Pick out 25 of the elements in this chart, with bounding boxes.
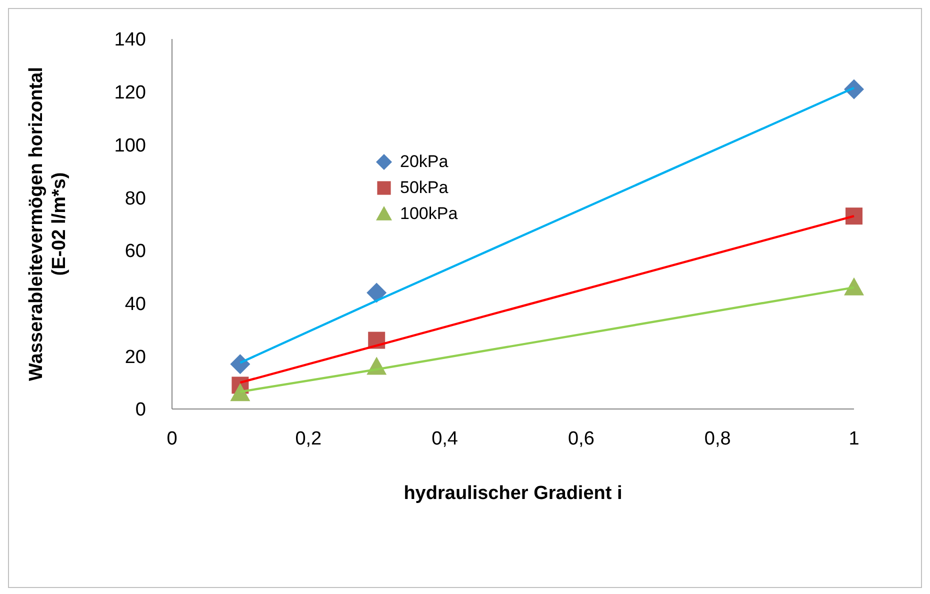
x-tick-label: 0,6: [568, 428, 594, 450]
y-axis-title: Wasserableitevermögen horizontal (E-02 l/m*s): [26, 67, 70, 381]
y-tick-label: 40: [124, 294, 146, 316]
x-tick-label: 0,2: [295, 428, 322, 450]
y-tick-label: 0: [135, 400, 146, 421]
legend-label: 100kPa: [400, 204, 458, 224]
x-tick-label: 0,8: [704, 428, 731, 450]
y-tick-label: 100: [114, 135, 146, 156]
y-tick-label: 140: [114, 30, 146, 51]
point: [844, 277, 864, 296]
y-tick-label: 80: [124, 188, 146, 210]
point: [844, 79, 864, 100]
x-tick-label: 0,4: [432, 428, 458, 450]
point: [366, 282, 387, 303]
point: [230, 354, 250, 374]
legend-label: 50kPa: [400, 178, 448, 198]
y-tick-label: 60: [124, 241, 146, 262]
y-tick-label: 20: [124, 346, 146, 368]
legend-label: 20kPa: [400, 152, 448, 172]
x-tick-label: 1: [848, 428, 860, 450]
x-axis-title: hydraulischer Gradient i: [404, 483, 622, 504]
point: [846, 208, 862, 225]
point: [230, 383, 250, 402]
y-tick-label: 120: [114, 82, 146, 104]
x-tick-label: 0: [166, 428, 178, 450]
